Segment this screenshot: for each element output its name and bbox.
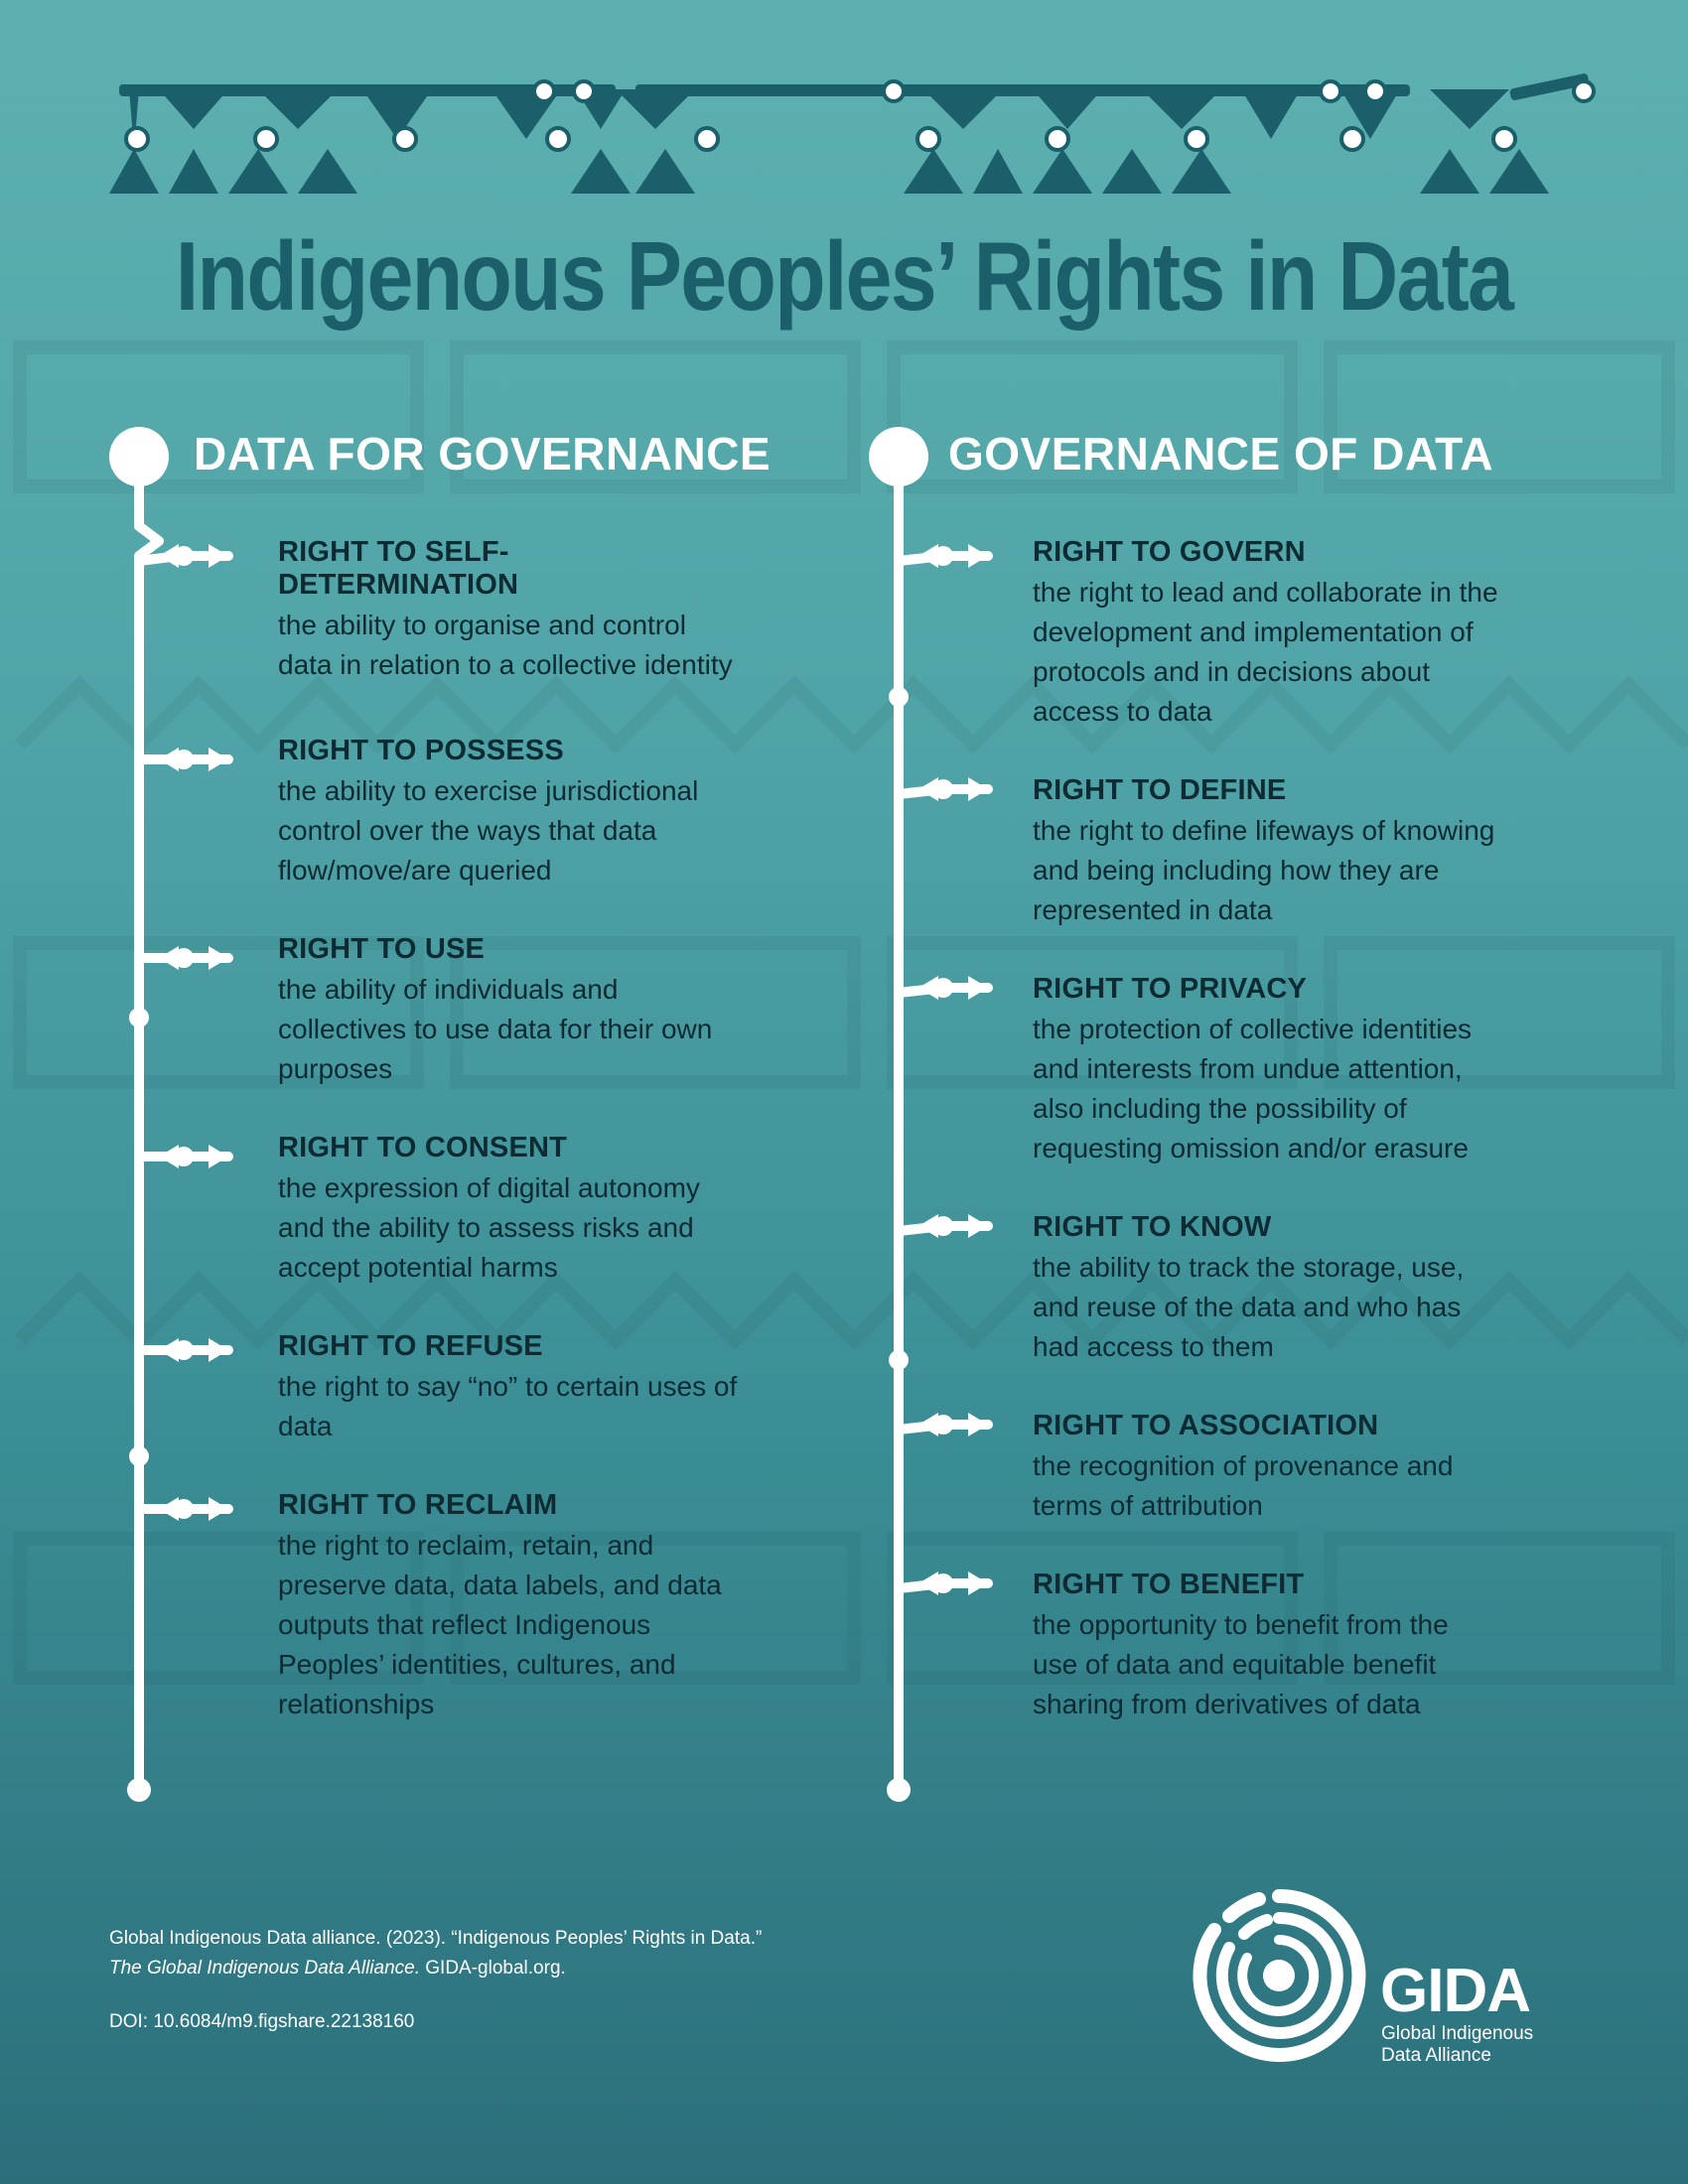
right-title: RIGHT TO RECLAIM: [278, 1489, 558, 1521]
logo-subtitle-line: Global Indigenous: [1381, 2023, 1534, 2044]
right-title: RIGHT TO BENEFIT: [1033, 1569, 1305, 1600]
right-description: the opportunity to benefit from the use …: [1033, 1609, 1449, 1719]
right-item: RIGHT TO POSSESS the ability to exercise…: [278, 735, 745, 890]
right-description: the ability of individuals and collectiv…: [278, 974, 713, 1084]
right-title: RIGHT TO PRIVACY: [1033, 973, 1308, 1005]
right-description: the recognition of provenance and terms …: [1033, 1450, 1454, 1521]
citation: Global Indigenous Data alliance. (2023).…: [109, 1924, 923, 1983]
citation-website: GIDA-global.org.: [420, 1958, 566, 1979]
right-item: RIGHT TO REFUSE the right to say “no” to…: [278, 1330, 745, 1446]
right-description: the ability to track the storage, use, a…: [1033, 1252, 1465, 1362]
right-title: RIGHT TO SELF-DETERMINATION: [278, 536, 519, 601]
column-data-for-governance: DATA FOR GOVERNANCE RIGHT TO SELF-DETERM…: [99, 417, 854, 1827]
right-title: RIGHT TO GOVERN: [1033, 536, 1306, 568]
header-pattern-icon: [109, 73, 1596, 194]
column-heading: GOVERNANCE OF DATA: [948, 428, 1494, 479]
right-title: RIGHT TO DEFINE: [1033, 774, 1287, 806]
right-item: RIGHT TO RECLAIM the right to reclaim, r…: [278, 1489, 745, 1724]
logo-name: GIDA: [1380, 1957, 1531, 2025]
right-item: RIGHT TO KNOW the ability to track the s…: [1033, 1211, 1499, 1367]
right-item: RIGHT TO USE the ability of individuals …: [278, 933, 745, 1089]
timeline-spine-icon: [869, 427, 993, 1802]
right-item: RIGHT TO PRIVACY the protection of colle…: [1033, 973, 1499, 1168]
right-description: the ability to organise and control data…: [278, 610, 733, 680]
right-item: RIGHT TO DEFINE the right to define life…: [1033, 774, 1499, 930]
page-title: Indigenous Peoples’ Rights in Data: [175, 221, 1514, 331]
right-description: the right to reclaim, retain, and preser…: [278, 1530, 722, 1719]
doi: DOI: 10.6084/m9.figshare.22138160: [109, 2011, 415, 2032]
gida-logo-icon: [1193, 1888, 1366, 2062]
timeline-spine-icon: [109, 427, 233, 1802]
right-item: RIGHT TO GOVERN the right to lead and co…: [1033, 536, 1499, 732]
right-description: the expression of digital autonomy and t…: [278, 1172, 700, 1283]
right-title: RIGHT TO KNOW: [1033, 1211, 1272, 1243]
right-description: the right to lead and collaborate in the…: [1033, 577, 1498, 727]
right-item: RIGHT TO SELF-DETERMINATION the ability …: [278, 536, 745, 685]
column-governance-of-data: GOVERNANCE OF DATA RIGHT TO GOVERN the r…: [854, 417, 1609, 1827]
citation-source: The Global Indigenous Data Alliance.: [109, 1958, 420, 1979]
logo-subtitle: Global Indigenous Data Alliance: [1381, 2023, 1580, 2067]
right-item: RIGHT TO BENEFIT the opportunity to bene…: [1033, 1569, 1499, 1724]
citation-line: The Global Indigenous Data Alliance. GID…: [109, 1954, 923, 1983]
right-title: RIGHT TO CONSENT: [278, 1132, 568, 1163]
right-description: the right to say “no” to certain uses of…: [278, 1371, 738, 1441]
right-title: RIGHT TO USE: [278, 933, 486, 965]
right-description: the ability to exercise jurisdictional c…: [278, 775, 699, 886]
logo-subtitle-line: Data Alliance: [1381, 2045, 1491, 2066]
right-description: the protection of collective identities …: [1033, 1014, 1473, 1163]
right-title: RIGHT TO ASSOCIATION: [1033, 1410, 1379, 1441]
right-description: the right to define lifeways of knowing …: [1033, 815, 1495, 925]
right-item: RIGHT TO ASSOCIATION the recognition of …: [1033, 1410, 1499, 1526]
citation-line: Global Indigenous Data alliance. (2023).…: [109, 1928, 763, 1949]
background-pattern-icon: [13, 341, 1688, 1685]
right-title: RIGHT TO REFUSE: [278, 1330, 543, 1362]
column-heading: DATA FOR GOVERNANCE: [194, 428, 772, 479]
right-title: RIGHT TO POSSESS: [278, 735, 564, 766]
right-item: RIGHT TO CONSENT the expression of digit…: [278, 1132, 745, 1288]
